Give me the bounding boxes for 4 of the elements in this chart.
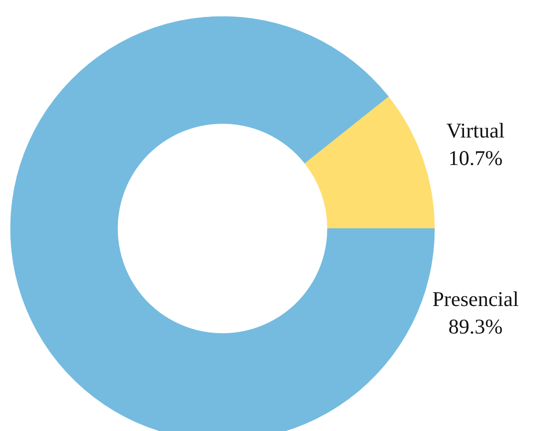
data-label: 89.3% bbox=[448, 314, 503, 338]
slice-label: Virtual bbox=[446, 118, 505, 143]
slice-label: Presencial bbox=[432, 286, 519, 311]
data-label: 10.7% bbox=[448, 146, 503, 170]
